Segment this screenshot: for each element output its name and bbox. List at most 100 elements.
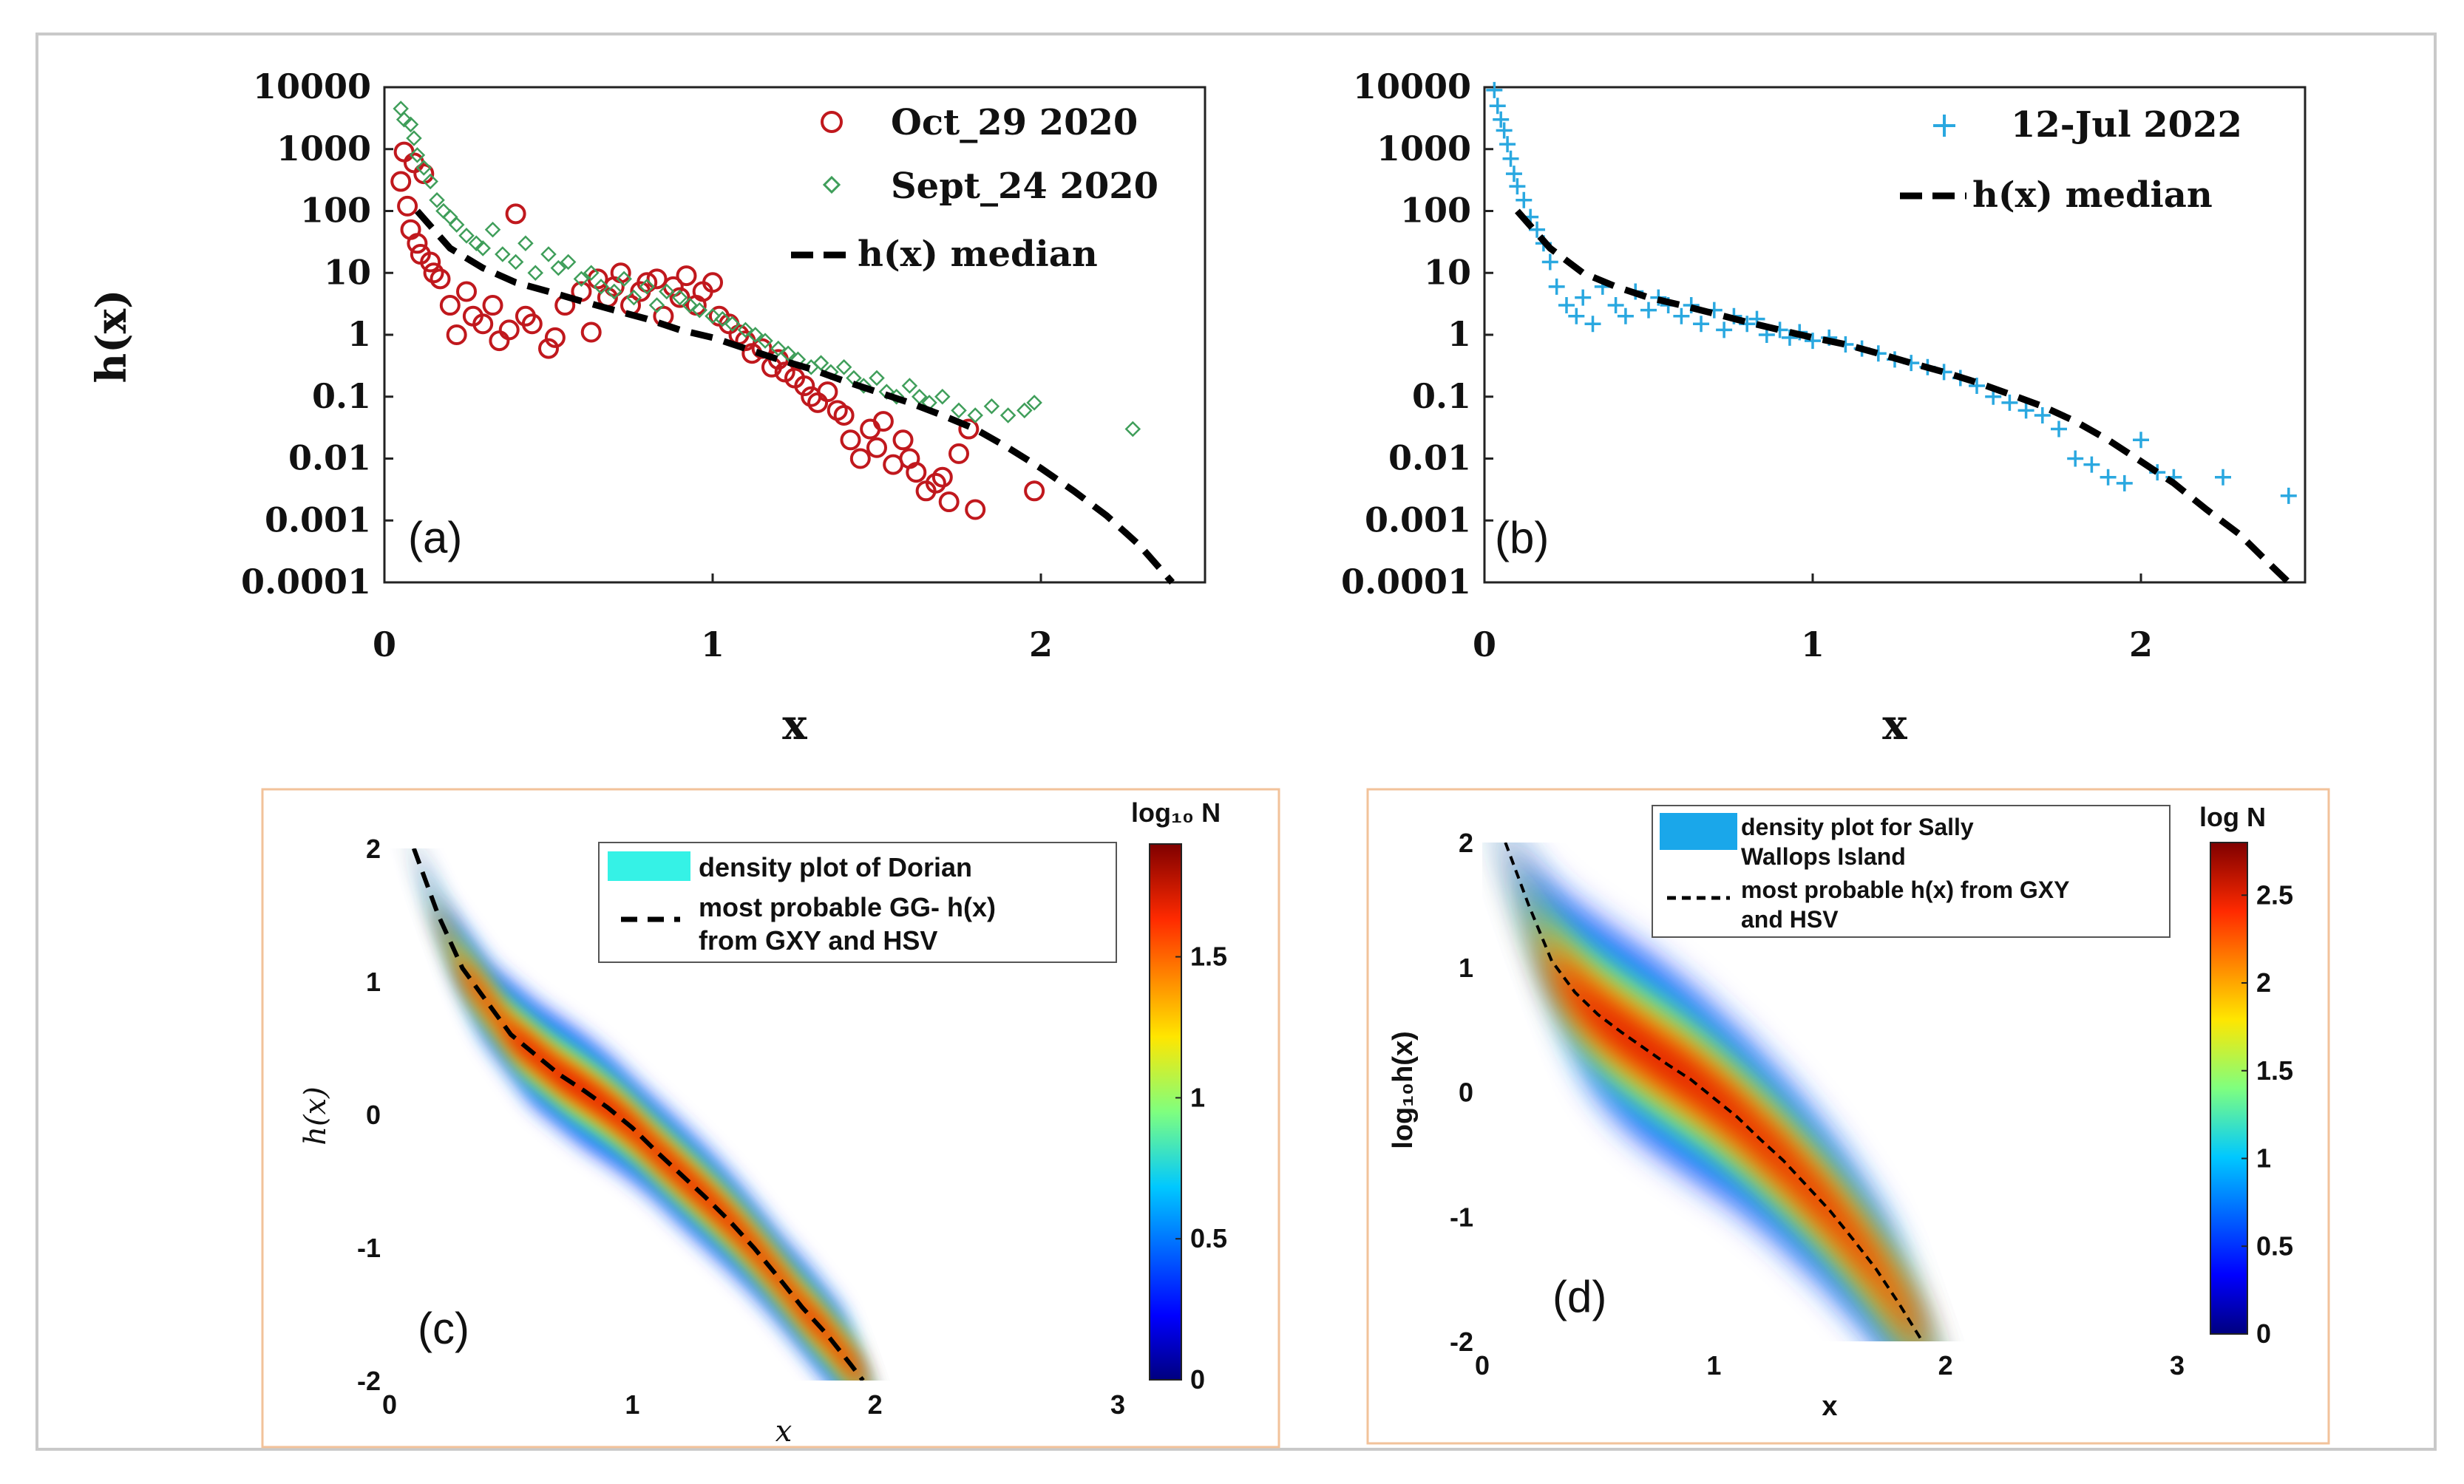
median-curve <box>415 208 1175 585</box>
y-tick-label: 1 <box>1447 314 1471 354</box>
oct-point <box>407 233 428 254</box>
jul-point <box>1584 316 1601 333</box>
sept-point <box>475 240 491 256</box>
y-tick-label: 0 <box>1459 1078 1473 1108</box>
oct-point <box>1024 480 1045 502</box>
jul-point <box>1716 321 1733 338</box>
sept-point <box>999 407 1017 423</box>
oct-point <box>925 472 946 494</box>
sept-point <box>648 297 665 313</box>
jul-point <box>1541 253 1558 270</box>
jul-point <box>1575 289 1592 306</box>
sept-point <box>714 310 731 327</box>
oct-point <box>702 272 723 293</box>
panel-c-label: (c) <box>418 1304 469 1353</box>
jul-point <box>2017 402 2034 419</box>
sept-point <box>422 173 438 190</box>
median-curve <box>1515 208 2291 585</box>
panel-a-log-scatter: 0.0001 0.001 0.01 0.1 1 10 100 1000 10000 0 1 2 x h… <box>87 67 1206 749</box>
jul-point <box>1516 191 1533 208</box>
sept-point <box>1026 395 1042 411</box>
oct-point <box>794 375 815 397</box>
jul-point <box>1617 307 1634 324</box>
y-tick-label: 2 <box>1459 828 1473 858</box>
sept-point <box>517 235 534 252</box>
x-tick-label: 2 <box>868 1389 883 1420</box>
panel-d-colorbar-bar <box>2210 842 2248 1335</box>
oct-point <box>892 429 914 451</box>
y-tick-label: -2 <box>1450 1327 1473 1357</box>
y-tick-label: 0.001 <box>265 500 371 540</box>
jul-point <box>1486 81 1503 98</box>
colorbar-tick-label: 2 <box>2256 967 2271 998</box>
panel-b-data <box>1486 81 2297 585</box>
y-tick-label: 10000 <box>1353 67 1471 106</box>
x-tick-label: 1 <box>625 1389 639 1420</box>
panel-c-colorbar: log₁₀ N 0 0.5 1 1.5 <box>1131 797 1227 1395</box>
x-tick-label: 1 <box>1706 1350 1721 1381</box>
panel-a-x-axis-label: x <box>782 701 807 749</box>
sept-point <box>835 359 852 375</box>
oct-point <box>521 313 543 335</box>
sept-point <box>951 402 967 419</box>
sept-point <box>560 253 577 270</box>
colorbar-tick-label: 1.5 <box>1190 942 1227 972</box>
sept-point <box>747 327 764 343</box>
sept-point <box>757 333 773 349</box>
y-tick-label: 0.0001 <box>1341 562 1471 602</box>
panel-d-frame <box>1366 788 2330 1445</box>
sept-point <box>593 279 609 295</box>
panel-d-curve <box>1504 843 1924 1341</box>
jul-point <box>2034 406 2051 423</box>
x-tick-label: 1 <box>701 624 724 664</box>
oct-point <box>423 262 444 284</box>
y-tick-label: 0 <box>366 1100 381 1130</box>
y-tick-label: 0.01 <box>288 438 371 478</box>
oct-point <box>393 141 415 163</box>
panel-a-data <box>390 101 1175 585</box>
oct-point <box>965 499 986 520</box>
oct-point <box>840 429 861 451</box>
sept-point <box>507 253 524 270</box>
sept-point <box>448 217 465 233</box>
oct-point <box>420 251 441 273</box>
jul-point <box>2280 487 2297 504</box>
colorbar-tick-label: 0.5 <box>1190 1223 1227 1253</box>
jul-point <box>1502 150 1519 167</box>
legend-sept-label: Sept_24 2020 <box>891 166 1158 207</box>
panel-d-colorbar-title: log N <box>2199 802 2266 832</box>
legend-gg-label-1: most probable GG- h(x) <box>699 892 996 922</box>
sept-point <box>606 283 622 300</box>
sept-point <box>1124 421 1141 438</box>
jul-point <box>2083 456 2100 473</box>
y-tick-label: 2 <box>366 834 381 864</box>
sept-point <box>659 283 675 300</box>
jul-point <box>2051 421 2067 438</box>
colorbar-tick-label: 0 <box>1190 1364 1205 1395</box>
sept-point <box>484 221 501 238</box>
jul-point <box>1558 297 1575 314</box>
oct-point <box>676 265 697 287</box>
panel-d-colorbar: log N 0 0.5 1 1.5 2 2.5 <box>2199 802 2293 1349</box>
panel-b-x-axis-label: x <box>1882 701 1907 749</box>
panel-a-ticks: 0.0001 0.001 0.01 0.1 1 10 100 1000 10000 0 1 2 <box>241 67 1053 664</box>
x-tick-label: 0 <box>1473 624 1496 664</box>
sept-point <box>458 228 475 244</box>
y-tick-label: 0.0001 <box>241 562 371 602</box>
legend-mp-label-2: and HSV <box>1741 906 1839 933</box>
sept-point <box>625 289 642 306</box>
legend-sally-label-2: Wallops Island <box>1741 843 1906 870</box>
jul-point <box>2067 450 2084 467</box>
legend-gg-label-2: from GXY and HSV <box>699 925 937 956</box>
jul-point <box>1673 307 1690 324</box>
jul-point <box>1568 307 1585 324</box>
oct-point <box>958 418 980 440</box>
panel-b-axes <box>1483 86 2307 584</box>
jul-point <box>1969 378 1985 395</box>
jul-point <box>1548 278 1565 295</box>
y-tick-label: 1000 <box>276 129 371 169</box>
oct-point <box>403 152 424 174</box>
most-probable-curve <box>1504 843 1924 1341</box>
panel-a-y-axis-label: h(x) <box>87 289 136 383</box>
sept-point <box>639 279 655 295</box>
